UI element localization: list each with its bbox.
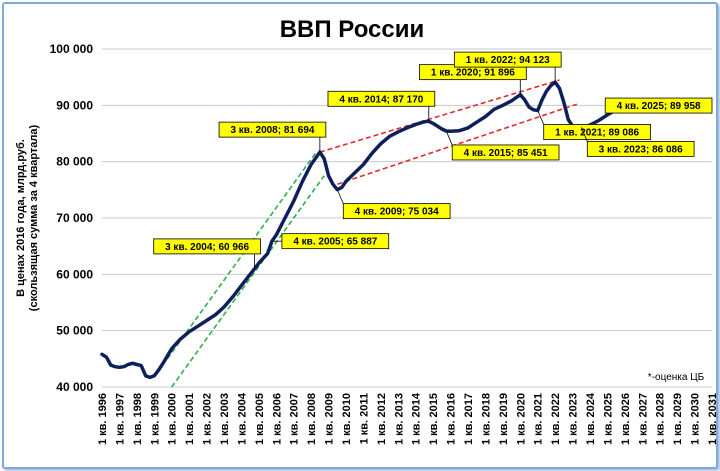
x-tick-label: 1 кв. 2023 bbox=[568, 393, 580, 445]
annotation-leader bbox=[445, 130, 453, 146]
x-tick-label: 1 кв. 2010 bbox=[341, 393, 353, 445]
x-tick-label: 1 кв. 2005 bbox=[254, 393, 266, 445]
annotation-callout: 3 кв. 2008; 81 694 bbox=[218, 121, 327, 153]
x-tick-label: 1 кв. 2016 bbox=[446, 393, 458, 445]
annotation-box bbox=[453, 51, 562, 68]
x-tick-label: 1 кв. 2021 bbox=[533, 393, 545, 445]
annotation-leader bbox=[537, 110, 545, 125]
annotation-box bbox=[604, 97, 713, 114]
annotation-box bbox=[327, 90, 436, 107]
annotation-label: 1 кв. 2022; 94 123 bbox=[466, 55, 550, 66]
annotation-box bbox=[153, 238, 261, 255]
annotation-leader bbox=[580, 127, 588, 142]
annotation-label: 4 кв. 2015; 85 451 bbox=[464, 148, 548, 159]
x-tick-label: 1 кв. 1999 bbox=[149, 393, 161, 445]
annotation-label: 4 кв. 2009; 75 034 bbox=[355, 207, 439, 218]
annotation-label: 1 кв. 2020; 91 896 bbox=[431, 68, 515, 79]
annotation-callout: 1 кв. 2022; 94 123 bbox=[453, 51, 562, 83]
series-gdp bbox=[100, 80, 623, 380]
y-tick-label: 40 000 bbox=[56, 380, 93, 394]
y-axis-title: В ценах 2016 года, млрд.руб. (скользящая… bbox=[15, 124, 40, 311]
annotation-label: 4 кв. 2014; 87 170 bbox=[339, 94, 423, 105]
trend-line bbox=[337, 103, 578, 185]
estimate-note: *-оценка ЦБ bbox=[648, 372, 705, 383]
y-tick-label: 80 000 bbox=[56, 155, 93, 169]
x-tick-label: 1 кв. 2009 bbox=[324, 393, 336, 445]
x-tick-label: 1 кв. 2027 bbox=[637, 393, 649, 445]
annotation-label: 1 кв. 2021; 89 086 bbox=[555, 127, 639, 138]
x-tick-label: 1 кв. 2029 bbox=[672, 393, 684, 445]
annotation-box bbox=[281, 233, 390, 250]
x-tick-label: 1 кв. 2018 bbox=[480, 393, 492, 445]
annotation-box bbox=[586, 140, 695, 157]
annotation-leader bbox=[336, 189, 344, 204]
y-tick-label: 90 000 bbox=[56, 98, 93, 112]
x-tick-label: 1 кв. 2012 bbox=[376, 393, 388, 445]
annotation-label: 4 кв. 2005; 65 887 bbox=[293, 237, 377, 248]
x-tick-label: 1 кв. 2013 bbox=[393, 393, 405, 445]
series-line bbox=[100, 80, 623, 380]
annotation-callout: 4 кв. 2009; 75 034 bbox=[336, 189, 451, 220]
x-tick-label: 1 кв. 2022 bbox=[550, 393, 562, 445]
x-tick-label: 1 кв. 1996 bbox=[97, 393, 109, 445]
x-tick-label: 1 кв. 2004 bbox=[236, 392, 248, 445]
annotation-callout: 4 кв. 2014; 87 170 bbox=[327, 90, 436, 122]
x-tick-label: 1 кв. 1997 bbox=[114, 393, 126, 445]
x-axis-ticks: 1 кв. 1996 1 кв. 1997 1 кв. 1998 1 кв. 1999… bbox=[97, 392, 719, 445]
chart-title: ВВП России bbox=[280, 16, 425, 43]
annotation-callout: 1 кв. 2020; 91 896 bbox=[419, 64, 527, 95]
annotation-callout: 4 кв. 2015; 85 451 bbox=[445, 130, 560, 161]
x-tick-label: 1 кв. 2014 bbox=[411, 392, 423, 445]
x-tick-label: 1 кв. 2015 bbox=[428, 393, 440, 445]
x-tick-label: 1 кв. 2006 bbox=[271, 393, 283, 445]
x-tick-label: 1 кв. 2025 bbox=[602, 393, 614, 445]
x-tick-label: 1 кв. 2003 bbox=[219, 393, 231, 445]
annotation-box bbox=[342, 203, 451, 220]
annotation-label: 3 кв. 2023; 86 086 bbox=[599, 144, 683, 155]
trend-line bbox=[166, 152, 317, 360]
annotation-callout: 4 кв. 2025; 89 958 bbox=[604, 97, 713, 114]
annotation-callout: 3 кв. 2023; 86 086 bbox=[580, 127, 695, 157]
annotation-label: 4 кв. 2025; 89 958 bbox=[617, 101, 701, 112]
annotation-box bbox=[451, 144, 560, 161]
annotation-callout: 3 кв. 2004; 60 966 bbox=[153, 238, 261, 269]
x-tick-label: 1 кв. 2000 bbox=[167, 393, 179, 445]
x-tick-label: 1 кв. 1998 bbox=[132, 393, 144, 445]
x-tick-label: 1 кв. 2030 bbox=[690, 393, 702, 445]
x-tick-label: 1 кв. 2024 bbox=[585, 392, 597, 445]
y-tick-label: 100 000 bbox=[50, 42, 94, 56]
x-tick-label: 1 кв. 2028 bbox=[655, 393, 667, 445]
x-tick-label: 1 кв. 2017 bbox=[463, 393, 475, 445]
y-axis-ticks: 40 000 50 000 60 000 70 000 80 000 90 000 100 … bbox=[50, 42, 94, 394]
trend-line bbox=[171, 175, 325, 388]
x-tick-label: 1 кв. 2011 bbox=[358, 393, 370, 444]
y-axis-title-line1: В ценах 2016 года, млрд.руб. bbox=[15, 139, 27, 297]
y-tick-label: 50 000 bbox=[56, 324, 93, 338]
trend-lines bbox=[166, 79, 578, 388]
x-tick-label: 1 кв. 2002 bbox=[202, 393, 214, 445]
trend-line bbox=[319, 79, 560, 153]
x-tick-label: 1 кв. 2008 bbox=[306, 393, 318, 445]
y-tick-label: 70 000 bbox=[56, 211, 93, 225]
x-tick-label: 1 кв. 2019 bbox=[498, 393, 510, 445]
x-tick-label: 1 кв. 2020 bbox=[515, 393, 527, 445]
y-axis-title-line2: (скользящая сумма за 4 квартала) bbox=[28, 124, 40, 311]
annotation-label: 3 кв. 2008; 81 694 bbox=[230, 125, 314, 136]
annotation-callout: 4 кв. 2005; 65 887 bbox=[271, 233, 390, 250]
annotation-box bbox=[218, 121, 327, 138]
annotation-box bbox=[543, 124, 651, 140]
x-tick-label: 1 кв. 2031 bbox=[707, 393, 719, 445]
y-tick-label: 60 000 bbox=[56, 267, 93, 281]
annotation-callout: 1 кв. 2021; 89 086 bbox=[537, 110, 651, 140]
x-tick-label: 1 кв. 2001 bbox=[184, 393, 196, 445]
x-tick-label: 1 кв. 2007 bbox=[289, 393, 301, 445]
annotation-label: 3 кв. 2004; 60 966 bbox=[165, 242, 249, 253]
annotations: 3 кв. 2004; 60 966 4 кв. 2005; 65 887 3 кв… bbox=[153, 51, 713, 269]
x-tick-label: 1 кв. 2026 bbox=[620, 393, 632, 445]
